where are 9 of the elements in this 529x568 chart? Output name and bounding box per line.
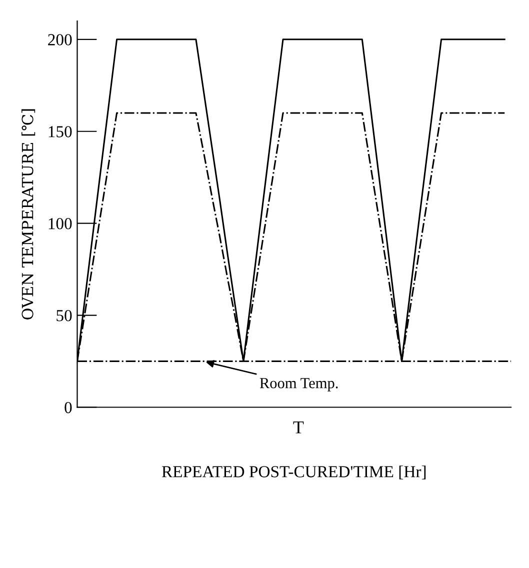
x-axis-title: REPEATED POST-CURED'TIME [Hr] bbox=[162, 466, 426, 480]
y-tick-label: 200 bbox=[48, 34, 72, 46]
text: T bbox=[293, 421, 304, 434]
y-axis-title: OVEN TEMPERATURE [℃] bbox=[21, 109, 36, 320]
y-tick-label: 0 bbox=[64, 402, 72, 414]
ref-line-label: Room Temp. bbox=[260, 378, 338, 392]
y-tick-label: 100 bbox=[48, 218, 72, 230]
y-tick-label: 50 bbox=[56, 310, 72, 322]
y-tick-label: 150 bbox=[48, 126, 72, 138]
